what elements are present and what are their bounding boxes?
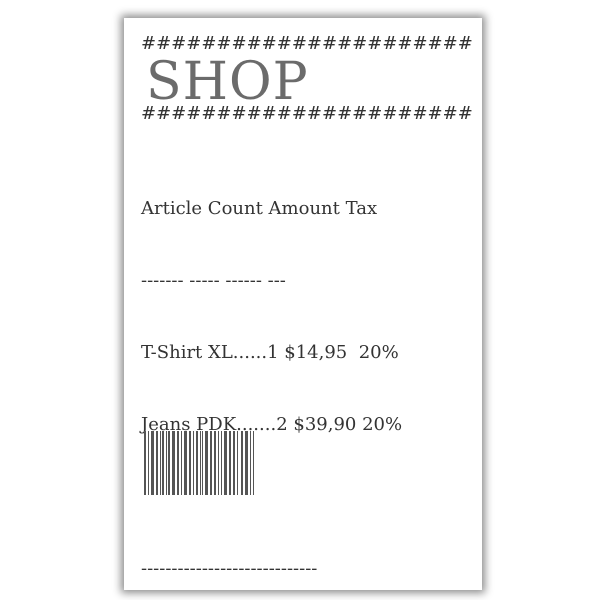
receipt-body: Article Count Amount Tax ------- ----- -… [141,149,402,590]
line-item: Jeans PDK.......2 $39,90 20% [141,414,403,435]
shop-title: SHOP [146,52,309,112]
line-item: T-Shirt XL......1 $14,95 20% [141,342,399,363]
hash-border-top: ###################### [141,33,473,54]
hash-border-bottom: ###################### [141,103,473,124]
barcode-icon [144,431,254,495]
column-header-rule: ------- ----- ------ --- [141,270,286,291]
column-header: Article Count Amount Tax [141,198,378,219]
receipt-paper: ###################### SHOP ############… [124,18,482,590]
separator-rule: ----------------------------- [141,558,318,579]
